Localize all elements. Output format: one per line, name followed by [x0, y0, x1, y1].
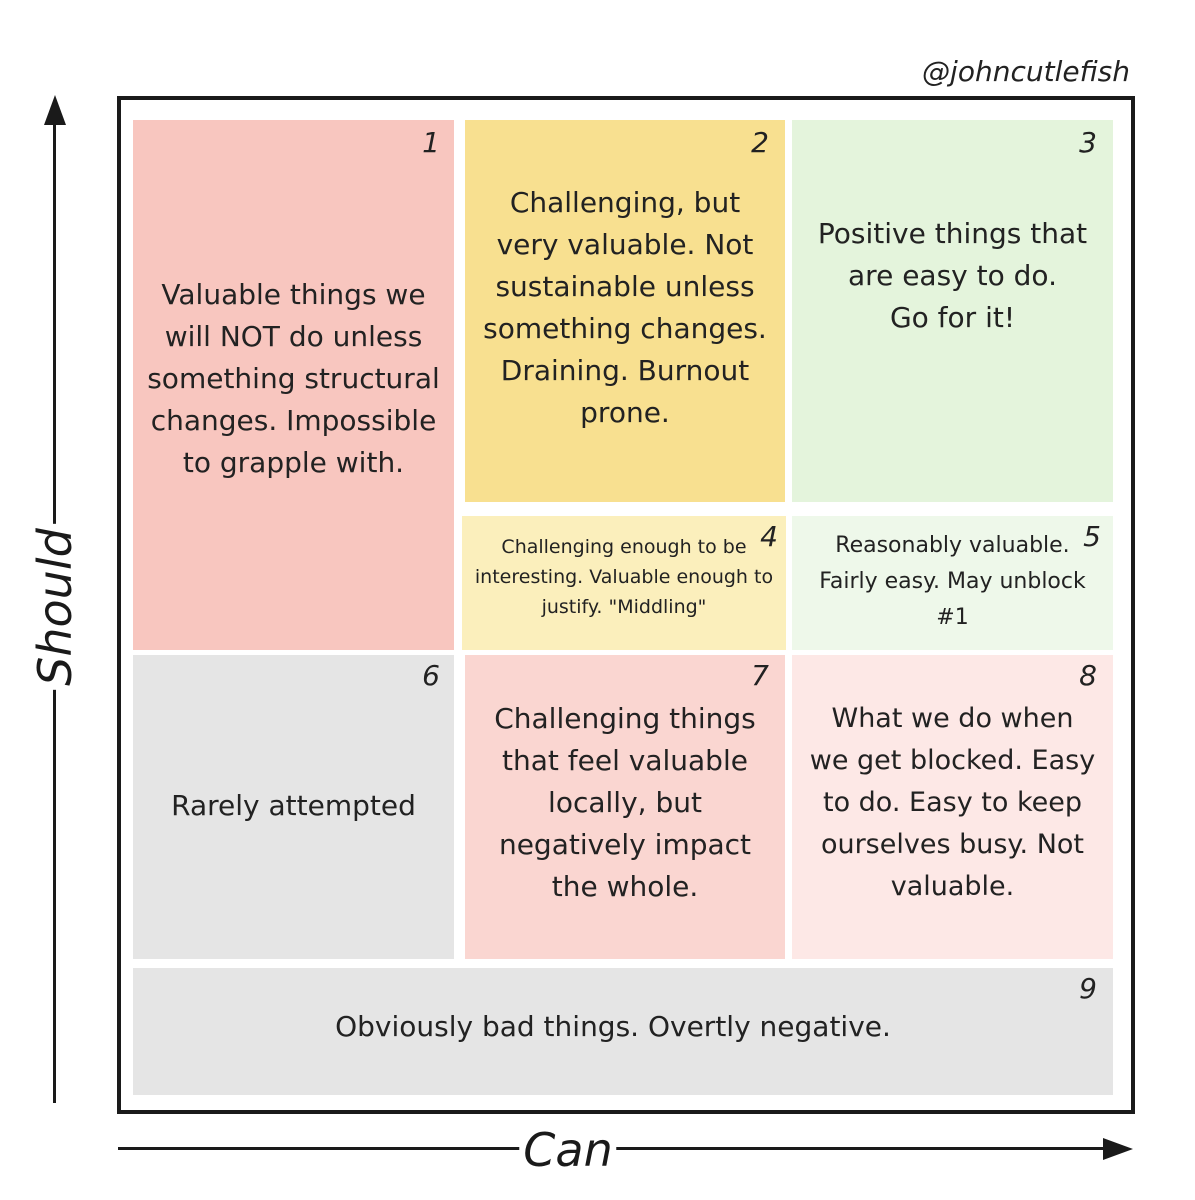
cell-8: 8 What we do when we get blocked. Easy t… [792, 655, 1113, 959]
author-credit: @johncutlefish [922, 55, 1130, 88]
cell-number: 8 [1079, 659, 1097, 692]
cell-line: prone. [580, 396, 670, 429]
cell-line: sustainable unless [495, 270, 755, 303]
cell-line: very valuable. Not [496, 228, 754, 261]
x-axis-arrowhead-icon [1103, 1138, 1133, 1160]
cell-line: to grapple with. [182, 446, 405, 479]
cell-line: something structural [147, 362, 440, 395]
cell-line: ourselves busy. Not [820, 829, 1085, 860]
cell-line: #1 [936, 605, 969, 630]
cell-line: Challenging enough to be [501, 536, 747, 558]
cell-line: we get blocked. Easy [809, 745, 1096, 776]
cell-number: 7 [751, 659, 769, 692]
cell-6: 6 Rarely attempted [133, 655, 454, 959]
cell-line: interesting. Valuable enough to [474, 566, 774, 588]
cell-line: the whole. [551, 870, 699, 903]
cell-2: 2 Challenging, but very valuable. Not su… [465, 120, 785, 502]
cell-text: Challenging things that feel valuable lo… [494, 698, 756, 908]
cell-line: something changes. [483, 312, 767, 345]
cell-line: Valuable things we [161, 278, 426, 311]
cell-line: justify. "Middling" [541, 596, 707, 618]
cell-line: are easy to do. [848, 259, 1057, 292]
cell-line: Challenging, but [509, 186, 741, 219]
cell-text: Rarely attempted [171, 785, 416, 827]
cell-line: negatively impact [498, 828, 752, 861]
cell-line: changes. Impossible [150, 404, 437, 437]
y-axis-arrowhead-icon [44, 95, 66, 125]
cell-number: 5 [1083, 520, 1101, 553]
cell-text: Positive things that are easy to do. Go … [818, 213, 1087, 339]
cell-text: What we do when we get blocked. Easy to … [810, 698, 1095, 908]
cell-line: will NOT do unless [164, 320, 423, 353]
cell-line: What we do when [831, 703, 1074, 734]
cell-number: 6 [422, 659, 440, 692]
cell-9: 9 Obviously bad things. Overtly negative… [133, 968, 1113, 1095]
cell-number: 9 [1079, 972, 1097, 1005]
cell-line: Challenging things [494, 702, 756, 735]
x-axis-label: Can [519, 1123, 617, 1177]
y-axis-label: Should [28, 524, 82, 690]
matrix-frame [117, 96, 1135, 1114]
cell-7: 7 Challenging things that feel valuable … [465, 655, 785, 959]
cell-number: 1 [422, 126, 440, 159]
cell-line: valuable. [890, 871, 1015, 902]
cell-line: Reasonably valuable. [835, 533, 1070, 558]
cell-line: Positive things that [817, 217, 1088, 250]
cell-3: 3 Positive things that are easy to do. G… [792, 120, 1113, 502]
cell-text: Challenging enough to be interesting. Va… [475, 532, 773, 622]
cell-line: locally, but [548, 786, 702, 819]
cell-text: Obviously bad things. Overtly negative. [335, 1006, 891, 1048]
cell-line: Obviously bad things. Overtly negative. [335, 1009, 891, 1043]
cell-line: Fairly easy. May unblock [819, 569, 1086, 594]
cell-1: 1 Valuable things we will NOT do unless … [133, 120, 454, 650]
cell-line: that feel valuable [502, 744, 748, 777]
cell-line: Go for it! [889, 301, 1016, 334]
cell-line: Rarely attempted [171, 789, 416, 822]
cell-text: Valuable things we will NOT do unless so… [147, 274, 440, 484]
cell-text: Reasonably valuable. Fairly easy. May un… [819, 528, 1085, 636]
cell-4: 4 Challenging enough to be interesting. … [462, 516, 786, 650]
cell-5: 5 Reasonably valuable. Fairly easy. May … [792, 516, 1113, 650]
cell-number: 4 [760, 520, 778, 553]
cell-number: 2 [751, 126, 769, 159]
cell-line: to do. Easy to keep [822, 787, 1082, 818]
cell-number: 3 [1079, 126, 1097, 159]
cell-line: Draining. Burnout [500, 354, 750, 387]
cell-text: Challenging, but very valuable. Not sust… [483, 182, 767, 434]
